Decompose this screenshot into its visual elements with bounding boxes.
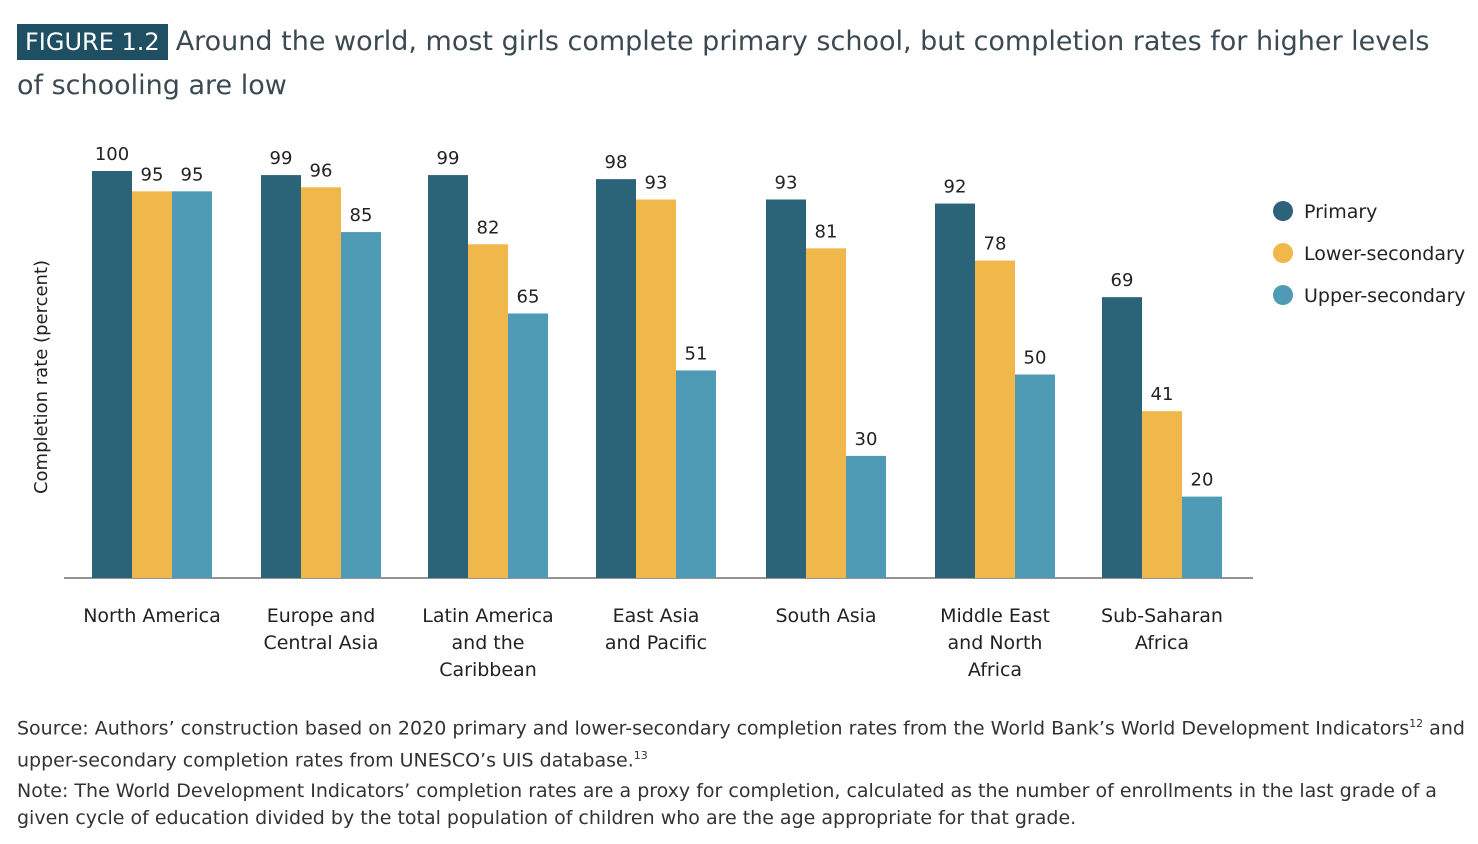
data-label-upper-secondary: 95 bbox=[181, 164, 204, 185]
legend-swatch bbox=[1273, 243, 1293, 263]
bar-upper-secondary bbox=[846, 455, 886, 578]
legend-label: Upper-secondary bbox=[1304, 285, 1466, 307]
data-label-primary: 69 bbox=[1111, 270, 1134, 291]
legend-label: Primary bbox=[1304, 201, 1377, 223]
source-note: Source: Authors’ construction based on 2… bbox=[17, 710, 1467, 775]
category-label: Central Asia bbox=[263, 632, 378, 654]
data-label-primary: 99 bbox=[437, 148, 460, 169]
legend-swatch bbox=[1273, 285, 1293, 305]
data-label-upper-secondary: 50 bbox=[1024, 348, 1047, 369]
category-label: North America bbox=[83, 605, 221, 627]
legend-label: Lower-secondary bbox=[1304, 243, 1465, 265]
category-label: and Pacific bbox=[605, 632, 707, 654]
category-label: Africa bbox=[1135, 632, 1189, 654]
data-label-primary: 92 bbox=[944, 177, 967, 198]
data-label-primary: 98 bbox=[605, 152, 628, 173]
category-label: East Asia bbox=[613, 605, 700, 627]
data-label-upper-secondary: 51 bbox=[685, 343, 708, 364]
category-label: and North bbox=[948, 632, 1043, 654]
category-label: Africa bbox=[968, 659, 1022, 681]
bar-upper-secondary bbox=[341, 232, 381, 579]
data-label-lower-secondary: 95 bbox=[141, 164, 164, 185]
data-label-primary: 100 bbox=[95, 144, 129, 165]
source-ref-b: 13 bbox=[633, 749, 648, 763]
note-text: Note: The World Development Indicators’ … bbox=[17, 780, 1437, 829]
bar-chart: Completion rate (percent) 100 95 95 North Am… bbox=[31, 144, 1466, 681]
figure-title: Around the world, most girls complete pr… bbox=[17, 26, 1430, 101]
data-label-lower-secondary: 41 bbox=[1151, 384, 1174, 405]
bar-primary bbox=[428, 175, 468, 578]
y-axis-title: Completion rate (percent) bbox=[31, 260, 52, 494]
bar-lower-secondary bbox=[975, 260, 1015, 578]
bar-upper-secondary bbox=[172, 191, 212, 578]
bar-primary bbox=[766, 199, 806, 578]
data-label-upper-secondary: 65 bbox=[517, 286, 540, 307]
category-label: and the bbox=[452, 632, 525, 654]
data-label-primary: 93 bbox=[775, 172, 798, 193]
data-label-lower-secondary: 78 bbox=[984, 234, 1007, 255]
bar-lower-secondary bbox=[468, 244, 508, 578]
bar-primary bbox=[596, 179, 636, 578]
category-label: Caribbean bbox=[439, 659, 537, 681]
bar-primary bbox=[261, 175, 301, 578]
category-label: Sub-Saharan bbox=[1101, 605, 1223, 627]
category-label: Europe and bbox=[267, 605, 376, 627]
figure-title-block: FIGURE 1.2 Around the world, most girls c… bbox=[17, 20, 1457, 108]
data-label-lower-secondary: 93 bbox=[645, 172, 668, 193]
bar-upper-secondary bbox=[508, 313, 548, 578]
legend-swatch bbox=[1273, 201, 1293, 221]
data-label-lower-secondary: 82 bbox=[477, 217, 500, 238]
data-label-lower-secondary: 81 bbox=[815, 221, 838, 242]
data-label-upper-secondary: 85 bbox=[350, 205, 373, 226]
data-label-lower-secondary: 96 bbox=[310, 160, 333, 181]
bar-upper-secondary bbox=[676, 370, 716, 578]
source-ref-a: 12 bbox=[1409, 717, 1424, 730]
bar-lower-secondary bbox=[132, 191, 172, 578]
bar-lower-secondary bbox=[301, 187, 341, 578]
figure-badge: FIGURE 1.2 bbox=[17, 24, 168, 60]
bar-lower-secondary bbox=[1142, 411, 1182, 578]
bar-lower-secondary bbox=[636, 199, 676, 578]
category-label: Latin America bbox=[422, 605, 553, 627]
bar-primary bbox=[935, 203, 975, 578]
data-label-upper-secondary: 20 bbox=[1191, 470, 1214, 491]
source-text-a: Source: Authors’ construction based on 2… bbox=[17, 717, 1410, 740]
bar-upper-secondary bbox=[1182, 496, 1222, 578]
bar-upper-secondary bbox=[1015, 374, 1055, 578]
bar-primary bbox=[92, 171, 132, 578]
bar-lower-secondary bbox=[806, 248, 846, 578]
data-label-primary: 99 bbox=[270, 148, 293, 169]
category-label: South Asia bbox=[775, 605, 876, 627]
data-label-upper-secondary: 30 bbox=[855, 429, 878, 450]
bar-primary bbox=[1102, 297, 1142, 578]
category-label: Middle East bbox=[940, 605, 1050, 627]
source-text-b: and upper-secondary completion rates fro… bbox=[17, 717, 1465, 772]
